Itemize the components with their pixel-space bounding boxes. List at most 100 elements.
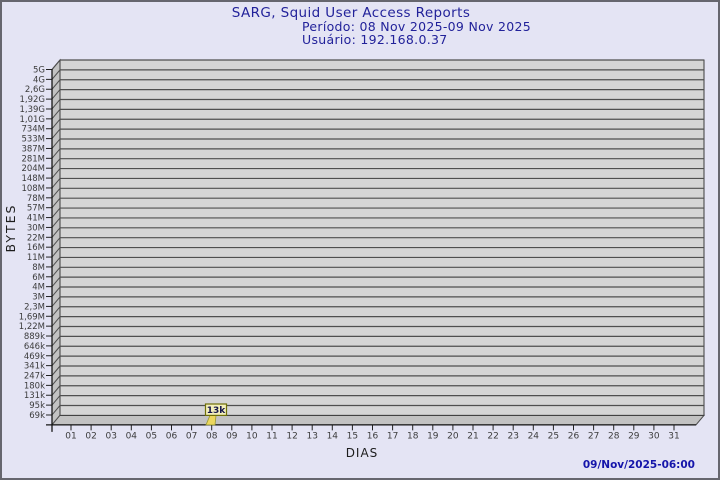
y-tick-label: 95k [29, 401, 45, 411]
data-point-label-box [204, 403, 228, 416]
wall-gridline [51, 286, 61, 297]
wall-gridline [51, 316, 61, 327]
y-tick-label: 2,6G [25, 85, 45, 95]
wall-gridline [51, 247, 61, 258]
x-tick-label: 07 [186, 431, 197, 441]
y-tick-label: 2,3M [24, 302, 45, 312]
y-tick-label: 204M [21, 164, 45, 174]
x-tick-label: 24 [528, 431, 540, 441]
generation-timestamp: 09/Nov/2025-06:00 [582, 459, 695, 471]
wall-gridline [51, 336, 61, 347]
x-tick-label: 26 [568, 431, 580, 441]
y-tick-label: 30M [27, 223, 45, 233]
wall-gridline [51, 276, 61, 287]
x-tick-label: 11 [266, 431, 277, 441]
wall-gridline [51, 148, 61, 159]
wall-gridline [51, 217, 61, 228]
y-tick-label: 469k [24, 352, 45, 362]
wall-gridline [51, 355, 61, 366]
y-tick-label: 41M [27, 214, 45, 224]
y-tick-label: 180k [24, 381, 45, 391]
x-tick-label: 01 [65, 431, 76, 441]
x-tick-label: 04 [126, 431, 138, 441]
y-tick-label: 69k [29, 411, 45, 421]
x-tick-label: 17 [387, 431, 398, 441]
x-tick-label: 23 [507, 431, 518, 441]
wall-gridline [51, 237, 61, 248]
x-tick-label: 21 [467, 431, 478, 441]
wall-gridline [51, 385, 61, 396]
y-axis-title: BYTES [3, 204, 18, 253]
x-tick-label: 28 [608, 431, 620, 441]
x-tick-label: 06 [166, 431, 178, 441]
wall-gridline [51, 79, 61, 90]
y-tick-label: 11M [27, 253, 45, 263]
y-tick-label: 247k [24, 372, 45, 382]
y-tick-label: 4G [33, 75, 45, 85]
wall-gridline [51, 69, 61, 80]
y-tick-label: 734M [21, 125, 45, 135]
wall-gridline [51, 59, 61, 70]
x-tick-label: 27 [588, 431, 599, 441]
x-axis-title: DIAS [346, 446, 379, 460]
y-tick-label: 148M [21, 174, 45, 184]
x-tick-label: 08 [206, 431, 218, 441]
y-tick-label: 889k [24, 332, 45, 342]
y-tick-label: 8M [32, 263, 45, 273]
x-tick-label: 02 [85, 431, 96, 441]
y-tick-label: 1,39G [19, 105, 45, 115]
y-tick-label: 1,92G [19, 95, 45, 105]
y-tick-label: 1,69M [19, 312, 45, 322]
y-tick-label: 6M [32, 273, 45, 283]
wall-gridline [51, 365, 61, 376]
x-tick-label: 14 [327, 431, 339, 441]
x-tick-label: 09 [226, 431, 238, 441]
x-tick-label: 19 [427, 431, 439, 441]
wall-gridline [51, 168, 61, 179]
y-tick-label: 281M [21, 154, 45, 164]
report-user: Usuário: 192.168.0.37 [302, 32, 448, 47]
x-tick-label: 20 [447, 431, 459, 441]
y-tick-label: 131k [24, 391, 45, 401]
wall-gridline [51, 296, 61, 307]
wall-gridline [51, 326, 61, 337]
x-tick-label: 12 [286, 431, 297, 441]
wall-gridline [51, 197, 61, 209]
x-tick-label: 16 [367, 431, 379, 441]
wall-gridline [51, 266, 61, 278]
y-tick-label: 5G [33, 66, 45, 76]
y-tick-label: 22M [27, 233, 45, 243]
wall-gridline [51, 118, 61, 130]
y-tick-label: 57M [27, 204, 45, 214]
x-tick-label: 13 [306, 431, 317, 441]
x-tick-label: 10 [246, 431, 258, 441]
report-title: SARG, Squid User Access Reports [231, 5, 471, 21]
wall-gridline [51, 158, 61, 169]
wall-gridline [51, 188, 61, 199]
wall-gridline [51, 395, 61, 406]
y-tick-label: 533M [21, 135, 45, 145]
x-tick-label: 22 [487, 431, 498, 441]
x-tick-label: 25 [548, 431, 559, 441]
x-tick-label: 29 [628, 431, 640, 441]
wall-gridline [51, 207, 61, 218]
x-tick-label: 03 [105, 431, 116, 441]
y-tick-label: 3M [32, 293, 45, 303]
y-tick-label: 387M [21, 144, 45, 154]
y-tick-label: 78M [27, 194, 45, 204]
y-tick-label: 341k [24, 362, 45, 372]
y-tick-label: 4M [32, 283, 45, 293]
wall-gridline [51, 405, 61, 416]
y-tick-label: 646k [24, 342, 45, 352]
wall-gridline [51, 227, 61, 238]
plot-floor [50, 414, 706, 426]
x-tick-label: 05 [146, 431, 157, 441]
x-tick-label: 31 [668, 431, 679, 441]
wall-gridline [51, 345, 61, 357]
wall-gridline [51, 178, 61, 189]
wall-gridline [51, 128, 61, 139]
wall-gridline [51, 306, 61, 317]
data-point-label: 13k [207, 406, 227, 416]
